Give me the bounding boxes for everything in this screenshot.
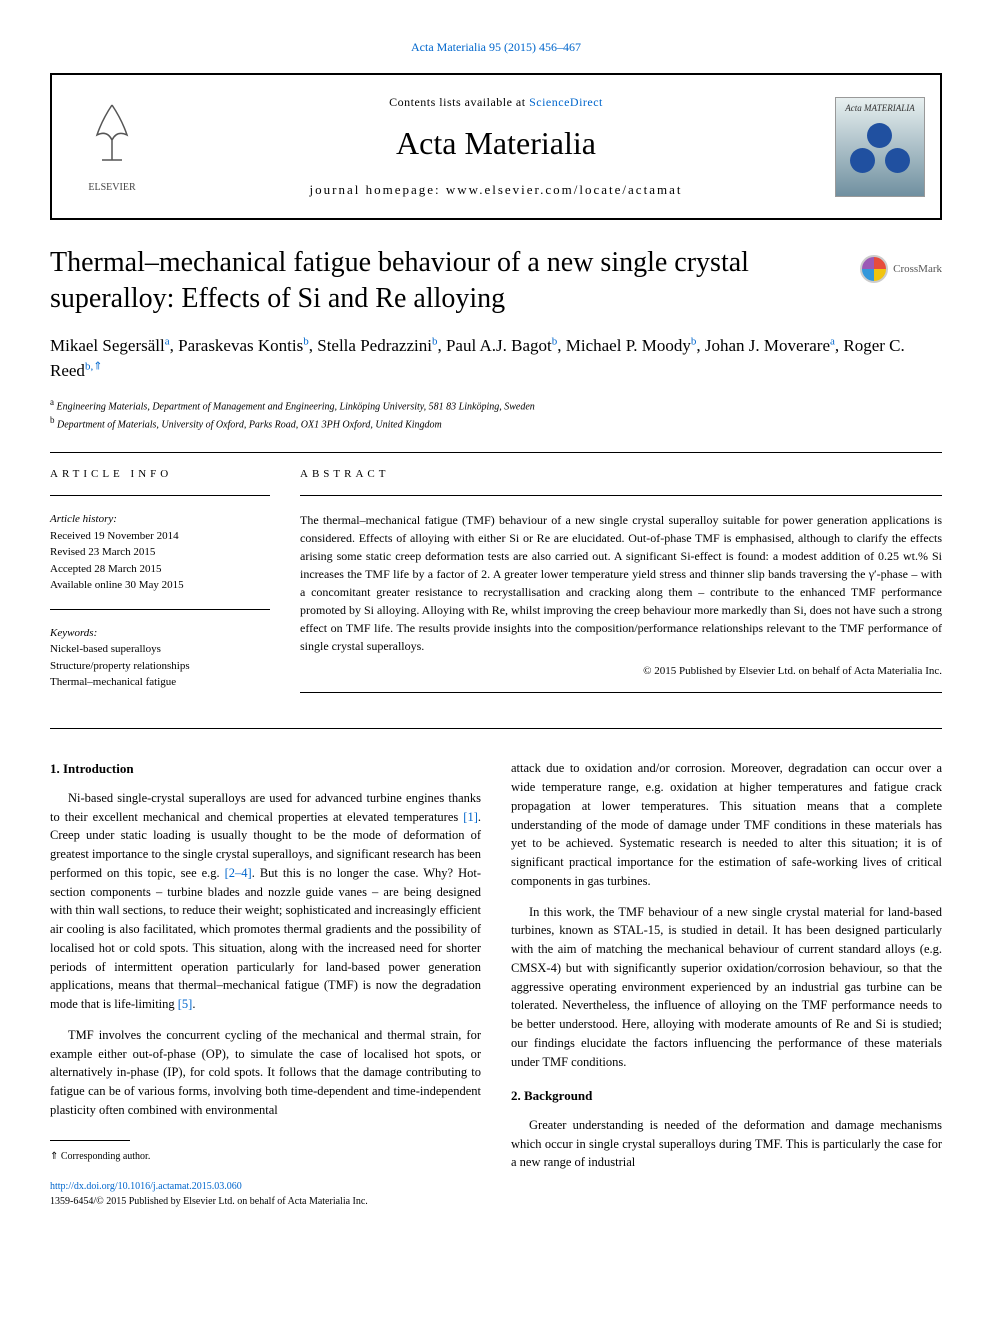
divider (50, 495, 270, 496)
article-info-heading: ARTICLE INFO (50, 468, 270, 480)
journal-name: Acta Materialia (157, 125, 835, 162)
article-info-column: ARTICLE INFO Article history: Received 1… (50, 468, 270, 708)
divider (50, 452, 942, 453)
section-heading-background: 2. Background (511, 1086, 942, 1106)
homepage-line: journal homepage: www.elsevier.com/locat… (157, 182, 835, 198)
body-column-left: 1. Introduction Ni-based single-crystal … (50, 759, 481, 1208)
section-heading-intro: 1. Introduction (50, 759, 481, 779)
body-paragraph: attack due to oxidation and/or corrosion… (511, 759, 942, 890)
acta-logo-label: Acta MATERIALIA (845, 103, 914, 113)
journal-header-box: ELSEVIER Contents lists available at Sci… (50, 73, 942, 220)
header-inner: ELSEVIER Contents lists available at Sci… (52, 95, 940, 198)
corresponding-author-note: ⇑ Corresponding author. (50, 1149, 481, 1164)
keywords: Keywords: Nickel-based superalloys Struc… (50, 625, 270, 691)
divider (50, 728, 942, 729)
author: Paul A.J. Bagotb (446, 336, 557, 355)
doi-link[interactable]: http://dx.doi.org/10.1016/j.actamat.2015… (50, 1181, 242, 1192)
info-abstract-row: ARTICLE INFO Article history: Received 1… (50, 468, 942, 708)
title-row: Thermal–mechanical fatigue behaviour of … (50, 245, 942, 318)
keyword: Structure/property relationships (50, 658, 270, 675)
history-item: Available online 30 May 2015 (50, 577, 270, 594)
author: Paraskevas Kontisb (178, 336, 309, 355)
divider (300, 692, 942, 693)
elsevier-logo: ELSEVIER (67, 97, 157, 197)
footnote-divider (50, 1140, 130, 1141)
citation-link[interactable]: Acta Materialia 95 (2015) 456–467 (411, 40, 581, 54)
author: Johan J. Moverarea (705, 336, 835, 355)
contents-line: Contents lists available at ScienceDirec… (157, 95, 835, 110)
affiliation: b Department of Materials, University of… (50, 414, 942, 432)
history-item: Revised 23 March 2015 (50, 544, 270, 561)
body-paragraph: Ni-based single-crystal superalloys are … (50, 789, 481, 1014)
keyword: Thermal–mechanical fatigue (50, 674, 270, 691)
crossmark-label: CrossMark (893, 263, 942, 275)
author: Michael P. Moodyb (566, 336, 697, 355)
history-item: Accepted 28 March 2015 (50, 561, 270, 578)
crossmark-icon (860, 255, 888, 283)
article-title: Thermal–mechanical fatigue behaviour of … (50, 245, 840, 318)
divider (50, 609, 270, 610)
divider (300, 495, 942, 496)
sciencedirect-link[interactable]: ScienceDirect (529, 95, 603, 109)
author: Mikael Segersälla (50, 336, 170, 355)
reference-link[interactable]: [2–4] (225, 866, 252, 880)
abstract-column: ABSTRACT The thermal–mechanical fatigue … (300, 468, 942, 708)
history-item: Received 19 November 2014 (50, 528, 270, 545)
abstract-heading: ABSTRACT (300, 468, 942, 480)
header-center: Contents lists available at ScienceDirec… (157, 95, 835, 198)
author: Stella Pedrazzinib (317, 336, 437, 355)
elsevier-label: ELSEVIER (88, 182, 135, 193)
body-paragraph: TMF involves the concurrent cycling of t… (50, 1026, 481, 1120)
affiliations: a Engineering Materials, Department of M… (50, 396, 942, 433)
contents-prefix: Contents lists available at (389, 95, 529, 109)
body-paragraph: In this work, the TMF behaviour of a new… (511, 903, 942, 1072)
abstract-copyright: © 2015 Published by Elsevier Ltd. on beh… (300, 665, 942, 677)
body-columns: 1. Introduction Ni-based single-crystal … (50, 759, 942, 1208)
homepage-prefix: journal homepage: (310, 182, 446, 197)
body-column-right: attack due to oxidation and/or corrosion… (511, 759, 942, 1208)
homepage-url: www.elsevier.com/locate/actamat (446, 182, 683, 197)
article-history: Article history: Received 19 November 20… (50, 511, 270, 594)
keywords-label: Keywords: (50, 625, 270, 642)
acta-circles-icon (845, 118, 915, 178)
issn-line: 1359-6454/© 2015 Published by Elsevier L… (50, 1194, 481, 1209)
history-label: Article history: (50, 511, 270, 528)
authors-list: Mikael Segersälla, Paraskevas Kontisb, S… (50, 333, 942, 384)
page-container: Acta Materialia 95 (2015) 456–467 ELSEVI… (0, 0, 992, 1249)
acta-logo: Acta MATERIALIA (835, 97, 925, 197)
abstract-text: The thermal–mechanical fatigue (TMF) beh… (300, 511, 942, 655)
doi-line: http://dx.doi.org/10.1016/j.actamat.2015… (50, 1179, 481, 1194)
top-citation: Acta Materialia 95 (2015) 456–467 (50, 40, 942, 55)
keyword: Nickel-based superalloys (50, 641, 270, 658)
crossmark-badge[interactable]: CrossMark (860, 255, 942, 283)
body-paragraph: Greater understanding is needed of the d… (511, 1116, 942, 1172)
reference-link[interactable]: [1] (463, 810, 478, 824)
affiliation: a Engineering Materials, Department of M… (50, 396, 942, 414)
elsevier-tree-icon (82, 100, 142, 182)
reference-link[interactable]: [5] (178, 997, 193, 1011)
